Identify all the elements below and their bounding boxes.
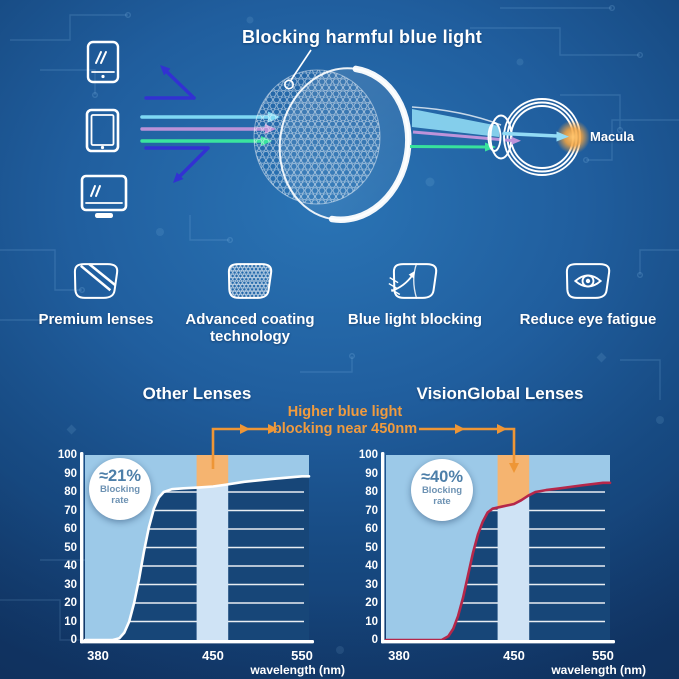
y-tick-label: 10 [64,615,77,628]
transmission-curve [384,481,612,642]
y-tick-label: 60 [365,523,378,535]
y-tick-label: 30 [64,578,77,591]
y-tick-label: 80 [64,486,77,498]
x-axis-title: wavelength (nm) [250,663,345,677]
y-tick-label: 80 [365,486,378,498]
light-beams [140,115,272,143]
coating-lens-icon [227,263,273,299]
premium-lens-icon [73,263,119,299]
macula-label: Macula [590,129,635,144]
y-tick-label: 50 [365,541,378,554]
transmission-curve [83,475,311,642]
x-axis-title: wavelength (nm) [551,663,646,677]
y-axis [381,452,385,644]
feature-advanced-coating: Advanced coating technology [173,260,327,345]
y-tick-label: 20 [365,597,378,609]
x-axis [80,640,314,644]
lens-illustration [253,49,412,223]
feature-reduce-eye-fatigue: Reduce eye fatigue [506,260,670,328]
y-tick-label: 20 [64,597,77,609]
y-tick-label: 40 [365,560,378,572]
reflected-light-arrows [144,69,210,179]
y-tick-label: 90 [64,467,77,480]
eye-comfort-icon [565,263,611,299]
hero-diagram [80,40,590,223]
feature-blue-light-blocking: Blue light blocking [337,260,493,328]
y-tick-label: 70 [365,504,378,517]
y-tick-label: 70 [64,504,77,517]
y-tick-label: 30 [365,578,378,591]
y-tick-label: 0 [371,634,378,646]
x-tick-label: 550 [291,648,313,663]
blocking-rate-value: ≈21% [98,467,142,485]
annotation-line2: blocking near 450nm [272,421,418,437]
feature-premium-lenses: Premium lenses [21,260,171,328]
y-tick-label: 0 [70,634,77,646]
filtered-beams [409,106,502,152]
x-tick-label: 450 [503,648,525,663]
blocking-rate-label: rate [433,495,451,507]
blocking-rate-value: ≈40% [420,468,464,486]
monitor-icon [80,174,128,218]
annotation-text: Higher blue light blocking near 450nm [255,404,435,438]
y-tick-label: 60 [64,523,77,535]
annotation-line1: Higher blue light [287,404,403,420]
blocking-rate-label: Blocking [421,485,463,496]
x-axis [381,640,615,644]
blocking-rate-label: rate [111,494,129,506]
x-tick-label: 380 [87,648,109,663]
y-tick-label: 50 [64,541,77,554]
hero-title: Blocking harmful blue light [241,27,483,47]
title-leader-dot [283,79,294,90]
in-eye-arrows [502,131,569,145]
y-tick-label: 100 [358,449,378,461]
x-tick-label: 450 [202,648,224,663]
x-tick-label: 380 [388,648,410,663]
reflected-light-arrowheads [160,65,184,183]
tablet-icon [85,108,120,153]
y-tick-label: 10 [365,615,378,628]
chart-title-other-lenses: Other Lenses [142,384,252,403]
y-tick-label: 40 [64,560,77,572]
x-tick-label: 550 [592,648,614,663]
blocking-lens-icon [388,263,438,299]
feature-label: Reduce eye fatigue [519,311,657,328]
y-tick-label: 100 [57,449,77,461]
blocking-rate-badge: ≈40% Blocking rate [411,459,473,521]
title-leader-line [290,49,312,81]
blocking-rate-badge: ≈21% Blocking rate [89,458,151,520]
smartphone-icon [86,40,120,84]
y-axis [80,452,84,644]
feature-label: Premium lenses [38,311,154,328]
feature-label: Blue light blocking [347,311,483,328]
chart-title-visionglobal-lenses: VisionGlobal Lenses [416,384,584,403]
feature-label: Advanced coating technology [185,311,315,345]
macula-glow [556,120,590,154]
y-tick-label: 90 [365,467,378,480]
blocking-rate-label: Blocking [99,484,141,495]
